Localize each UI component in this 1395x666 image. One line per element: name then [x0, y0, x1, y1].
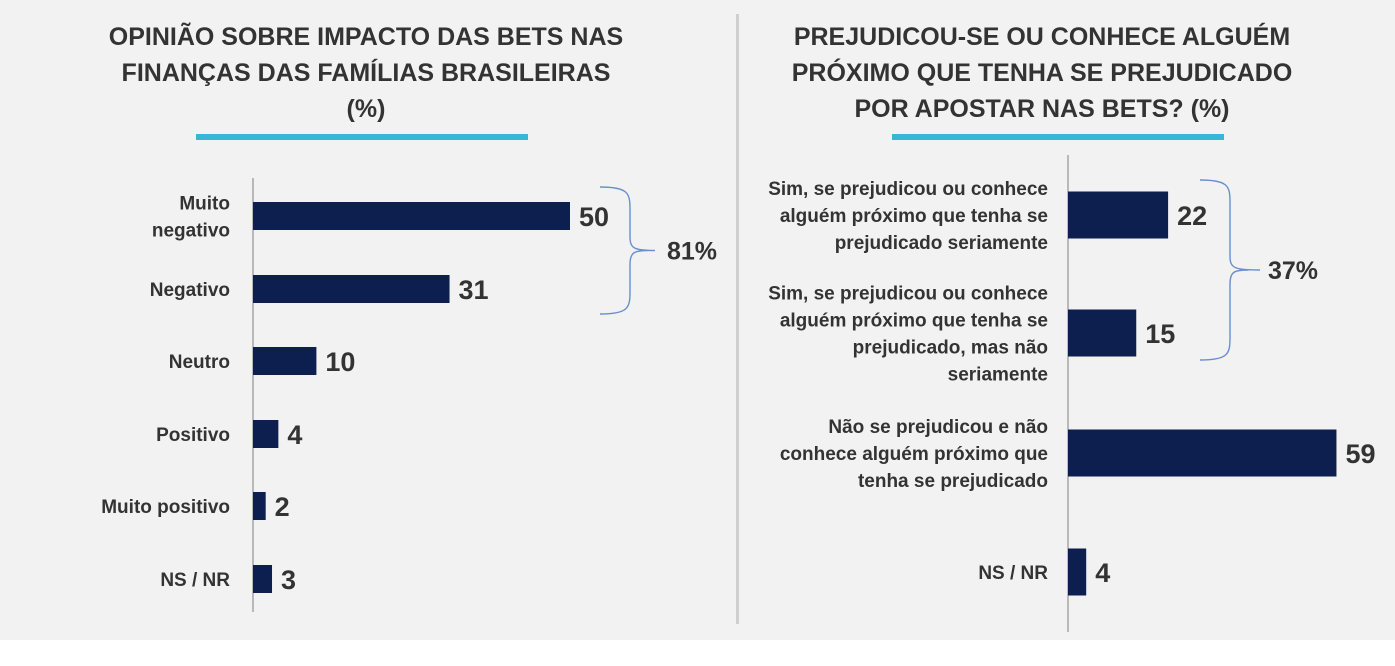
chart2-category-label: Sim, se prejudicou ou conhece [768, 179, 1048, 200]
chart2-value-label: 59 [1345, 439, 1375, 469]
chart1-bar [253, 275, 450, 303]
chart1-bar [253, 202, 570, 230]
chart2-bar [1068, 429, 1337, 477]
chart1-value-label: 31 [459, 275, 489, 305]
chart2-title-line: PREJUDICOU-SE OU CONHECE ALGUÉM [793, 23, 1291, 51]
chart1-group-total-label: 81% [667, 238, 717, 266]
chart2-category-label: Sim, se prejudicou ou conhece [768, 284, 1048, 305]
chart1-bar [253, 420, 279, 448]
chart2-category-label: seriamente [948, 365, 1048, 386]
infographic-canvas: OPINIÃO SOBRE IMPACTO DAS BETS NAS FINAN… [0, 0, 1395, 640]
chart1-category-label: Positivo [156, 425, 230, 446]
chart1-category-label: negativo [152, 221, 230, 242]
chart1-title-line: (%) [346, 95, 386, 123]
chart1-value-label: 3 [281, 565, 296, 595]
panel-divider [736, 14, 739, 624]
chart2-title-line: POR APOSTAR NAS BETS? (%) [854, 95, 1230, 123]
chart2-category-label: conhece alguém próximo que [780, 444, 1048, 465]
chart1-value-label: 50 [579, 202, 609, 232]
chart2-value-label: 22 [1177, 201, 1207, 231]
chart2-group-total-label: 37% [1268, 257, 1318, 285]
chart1-value-label: 10 [325, 347, 355, 377]
chart1-bar [253, 565, 273, 593]
chart2-bar [1068, 309, 1137, 357]
chart2-title-line: PRÓXIMO QUE TENHA SE PREJUDICADO [791, 59, 1293, 87]
chart2-category-label: NS / NR [978, 563, 1048, 584]
chart1-bar [253, 347, 317, 375]
chart1-bar [253, 492, 266, 520]
chart2-bar [1068, 191, 1169, 239]
bar-charts-svg: 50 Muito negativo 31 Negativo 10 Neutro 4 Positi… [101, 155, 1375, 632]
chart1-value-label: 2 [275, 492, 290, 522]
chart1-category-label: Muito [179, 194, 230, 215]
chart1-group-bracket [599, 186, 656, 315]
chart1-title-underline [196, 134, 528, 140]
chart2-value-label: 4 [1095, 558, 1110, 588]
chart1-title: OPINIÃO SOBRE IMPACTO DAS BETS NAS FINAN… [46, 19, 686, 127]
chart2-category-label: alguém próximo que tenha se [780, 311, 1048, 332]
chart1-title-line: OPINIÃO SOBRE IMPACTO DAS BETS NAS [108, 23, 624, 51]
chart2-category-label: tenha se prejudicado [858, 471, 1048, 492]
chart1-category-label: Negativo [150, 280, 230, 301]
chart1-category-label: Muito positivo [101, 497, 230, 518]
chart2-category-label: alguém próximo que tenha se [780, 206, 1048, 227]
chart1-category-label: Neutro [169, 352, 230, 373]
chart2-bar [1068, 548, 1087, 596]
chart2-category-label: prejudicado seriamente [835, 233, 1048, 254]
chart1-title-line: FINANÇAS DAS FAMÍLIAS BRASILEIRAS [121, 59, 611, 87]
chart2-title: PREJUDICOU-SE OU CONHECE ALGUÉM PRÓXIMO … [722, 19, 1362, 127]
chart2-category-label: prejudicado, mas não [853, 338, 1048, 359]
chart2-value-label: 15 [1145, 319, 1175, 349]
chart1-category-label: NS / NR [160, 570, 230, 591]
chart2-title-underline [892, 134, 1224, 140]
chart2-group-bracket [1199, 179, 1261, 361]
chart1-value-label: 4 [287, 420, 302, 450]
chart2-category-label: Não se prejudicou e não [828, 417, 1048, 438]
